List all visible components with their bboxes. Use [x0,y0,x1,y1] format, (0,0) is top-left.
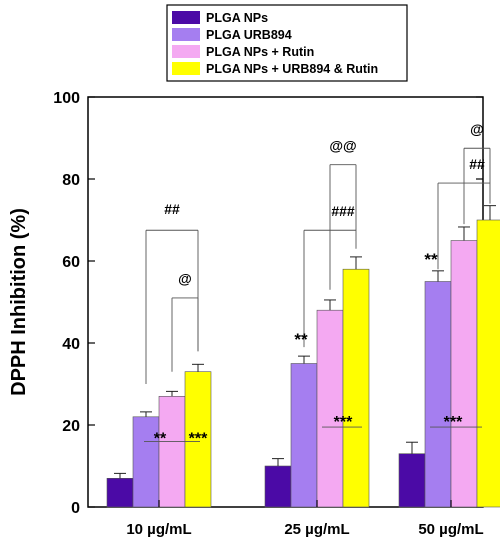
bar [424,281,452,508]
bar [132,416,160,508]
y-tick-label: 20 [62,418,80,435]
bar [106,477,134,508]
bar [476,219,500,508]
significance-label: @ [178,271,192,287]
significance-label: ### [331,203,355,219]
bar [290,363,318,508]
bar [342,268,370,508]
legend-swatch [172,62,200,75]
x-tick-label: 25 µg/mL [284,521,349,538]
y-tick-label: 0 [71,500,80,517]
significance-label: ** [154,430,167,447]
legend-label: PLGA NPs + Rutin [206,45,314,59]
legend-swatch [172,11,200,24]
legend-swatch [172,28,200,41]
y-tick-label: 60 [62,254,80,271]
significance-label: ** [294,330,308,349]
bar [158,395,186,508]
significance-label: ** [424,250,438,269]
significance-label: ## [469,156,485,172]
y-tick-label: 40 [62,336,80,353]
y-axis-label: DPPH Inhibition (%) [8,208,30,396]
y-axis: 0 20 40 60 80 100 [53,90,483,517]
legend-label: PLGA NPs [206,11,268,25]
significance-label: @ [470,121,484,137]
legend-label: PLGA NPs + URB894 & Rutin [206,62,378,76]
significance-label: *** [189,430,208,447]
error-bars [114,205,496,479]
significance-label: *** [334,414,353,431]
significance-label: *** [444,414,463,431]
legend-label: PLGA URB894 [206,28,292,42]
legend-swatch [172,45,200,58]
significance-label: @@ [329,137,356,153]
bar [398,453,426,508]
significance-label: ## [164,201,180,217]
bar [264,465,292,508]
x-tick-label: 50 µg/mL [418,521,483,538]
y-tick-label: 100 [53,90,80,107]
significance-brackets: ##@** ***@@###*****@##***** [144,121,491,447]
x-axis: 10 µg/mL 25 µg/mL 50 µg/mL [126,500,484,538]
bar [316,309,344,508]
x-tick-label: 10 µg/mL [126,521,191,538]
legend-box [166,4,408,82]
bar [450,240,478,508]
y-tick-label: 80 [62,172,80,189]
bars [106,219,500,508]
legend: PLGA NPs PLGA URB894 PLGA NPs + Rutin PLGA … [166,4,408,82]
bar [184,371,212,508]
